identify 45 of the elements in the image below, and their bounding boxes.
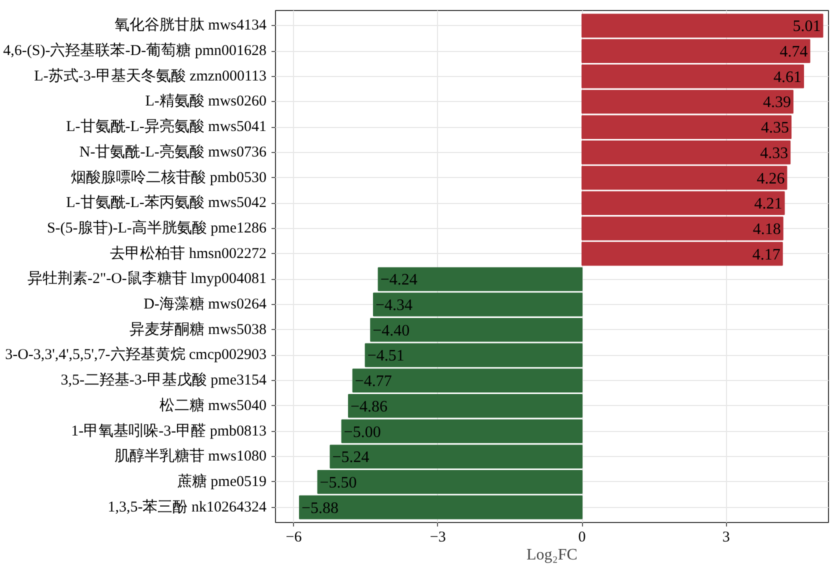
y-tick-label: 蔗糖 pme0519 xyxy=(176,472,267,490)
data-label: 4.35 xyxy=(761,120,790,137)
y-tick-label: L-甘氨酰-L-异亮氨酸 mws5041 xyxy=(66,118,267,136)
y-tick-label: 烟酸腺嘌呤二核苷酸 pmb0530 xyxy=(71,168,267,186)
data-label: 4.21 xyxy=(754,196,782,213)
x-tick-label: 3 xyxy=(722,530,730,546)
data-label: −5.00 xyxy=(344,424,381,441)
data-label: −4.77 xyxy=(354,373,392,390)
data-label: 4.17 xyxy=(752,246,780,264)
y-tick-label: 肌醇半乳糖苷 mws1080 xyxy=(114,448,267,465)
data-label: 4.33 xyxy=(760,144,788,162)
y-tick-label: 松二糖 mws5040 xyxy=(159,396,267,414)
data-label: 4.39 xyxy=(762,94,791,112)
data-label: 4.61 xyxy=(774,68,802,86)
x-tick-label: 0 xyxy=(578,530,586,546)
data-label: −5.88 xyxy=(302,500,339,517)
data-label: −4.34 xyxy=(376,297,413,314)
data-label: −4.86 xyxy=(350,398,388,416)
y-tick-label: L-精氨酸 mws0260 xyxy=(145,92,267,110)
y-tick-label: 4,6-(S)-六羟基联苯-D-葡萄糖 pmn001628 xyxy=(3,42,267,60)
y-tick-label: 去甲松柏苷 hmsn002272 xyxy=(110,244,267,262)
data-label: 5.01 xyxy=(792,18,821,36)
y-tick-label: S-(5-腺苷)-L-高半胱氨酸 pme1286 xyxy=(46,219,267,236)
data-label: −5.24 xyxy=(332,449,370,466)
y-tick-label: 异麦芽酮糖 mws5038 xyxy=(129,320,267,338)
x-tick-label: −3 xyxy=(430,530,446,546)
y-tick-label: 3,5-二羟基-3-甲基戊酸 pme3154 xyxy=(60,372,267,389)
data-label: 4.74 xyxy=(780,44,808,61)
y-tick-label: 1,3,5-苯三酚 nk10264324 xyxy=(108,498,267,516)
y-tick-label: N-甘氨酰-L-亮氨酸 mws0736 xyxy=(79,143,267,160)
data-label: −4.40 xyxy=(372,322,410,340)
y-tick-label: L-甘氨酰-L-苯丙氨酸 mws5042 xyxy=(66,194,267,212)
data-label: −4.51 xyxy=(367,348,404,365)
y-tick-label: L-苏式-3-甲基天冬氨酸 zmzn000113 xyxy=(34,67,267,84)
y-tick-label: 3-O-3,3',4',5,5',7-六羟基黄烷 cmcp002903 xyxy=(5,346,267,364)
y-tick-label: 1-甲氧基吲哚-3-甲醛 pmb0813 xyxy=(71,422,267,440)
y-tick-label: 氧化谷胱甘肽 mws4134 xyxy=(114,16,267,34)
x-tick-label: −6 xyxy=(286,530,302,546)
data-label: −5.50 xyxy=(320,474,357,492)
y-tick-label: D-海藻糖 mws0264 xyxy=(144,296,267,313)
data-label: 4.18 xyxy=(752,220,781,238)
y-tick-label: 异牡荆素-2"-O-鼠李糖苷 lmyp004081 xyxy=(27,270,267,288)
x-axis-title: Log₂FC xyxy=(526,546,578,564)
data-label: −4.24 xyxy=(380,272,418,289)
data-label: 4.26 xyxy=(756,170,785,188)
